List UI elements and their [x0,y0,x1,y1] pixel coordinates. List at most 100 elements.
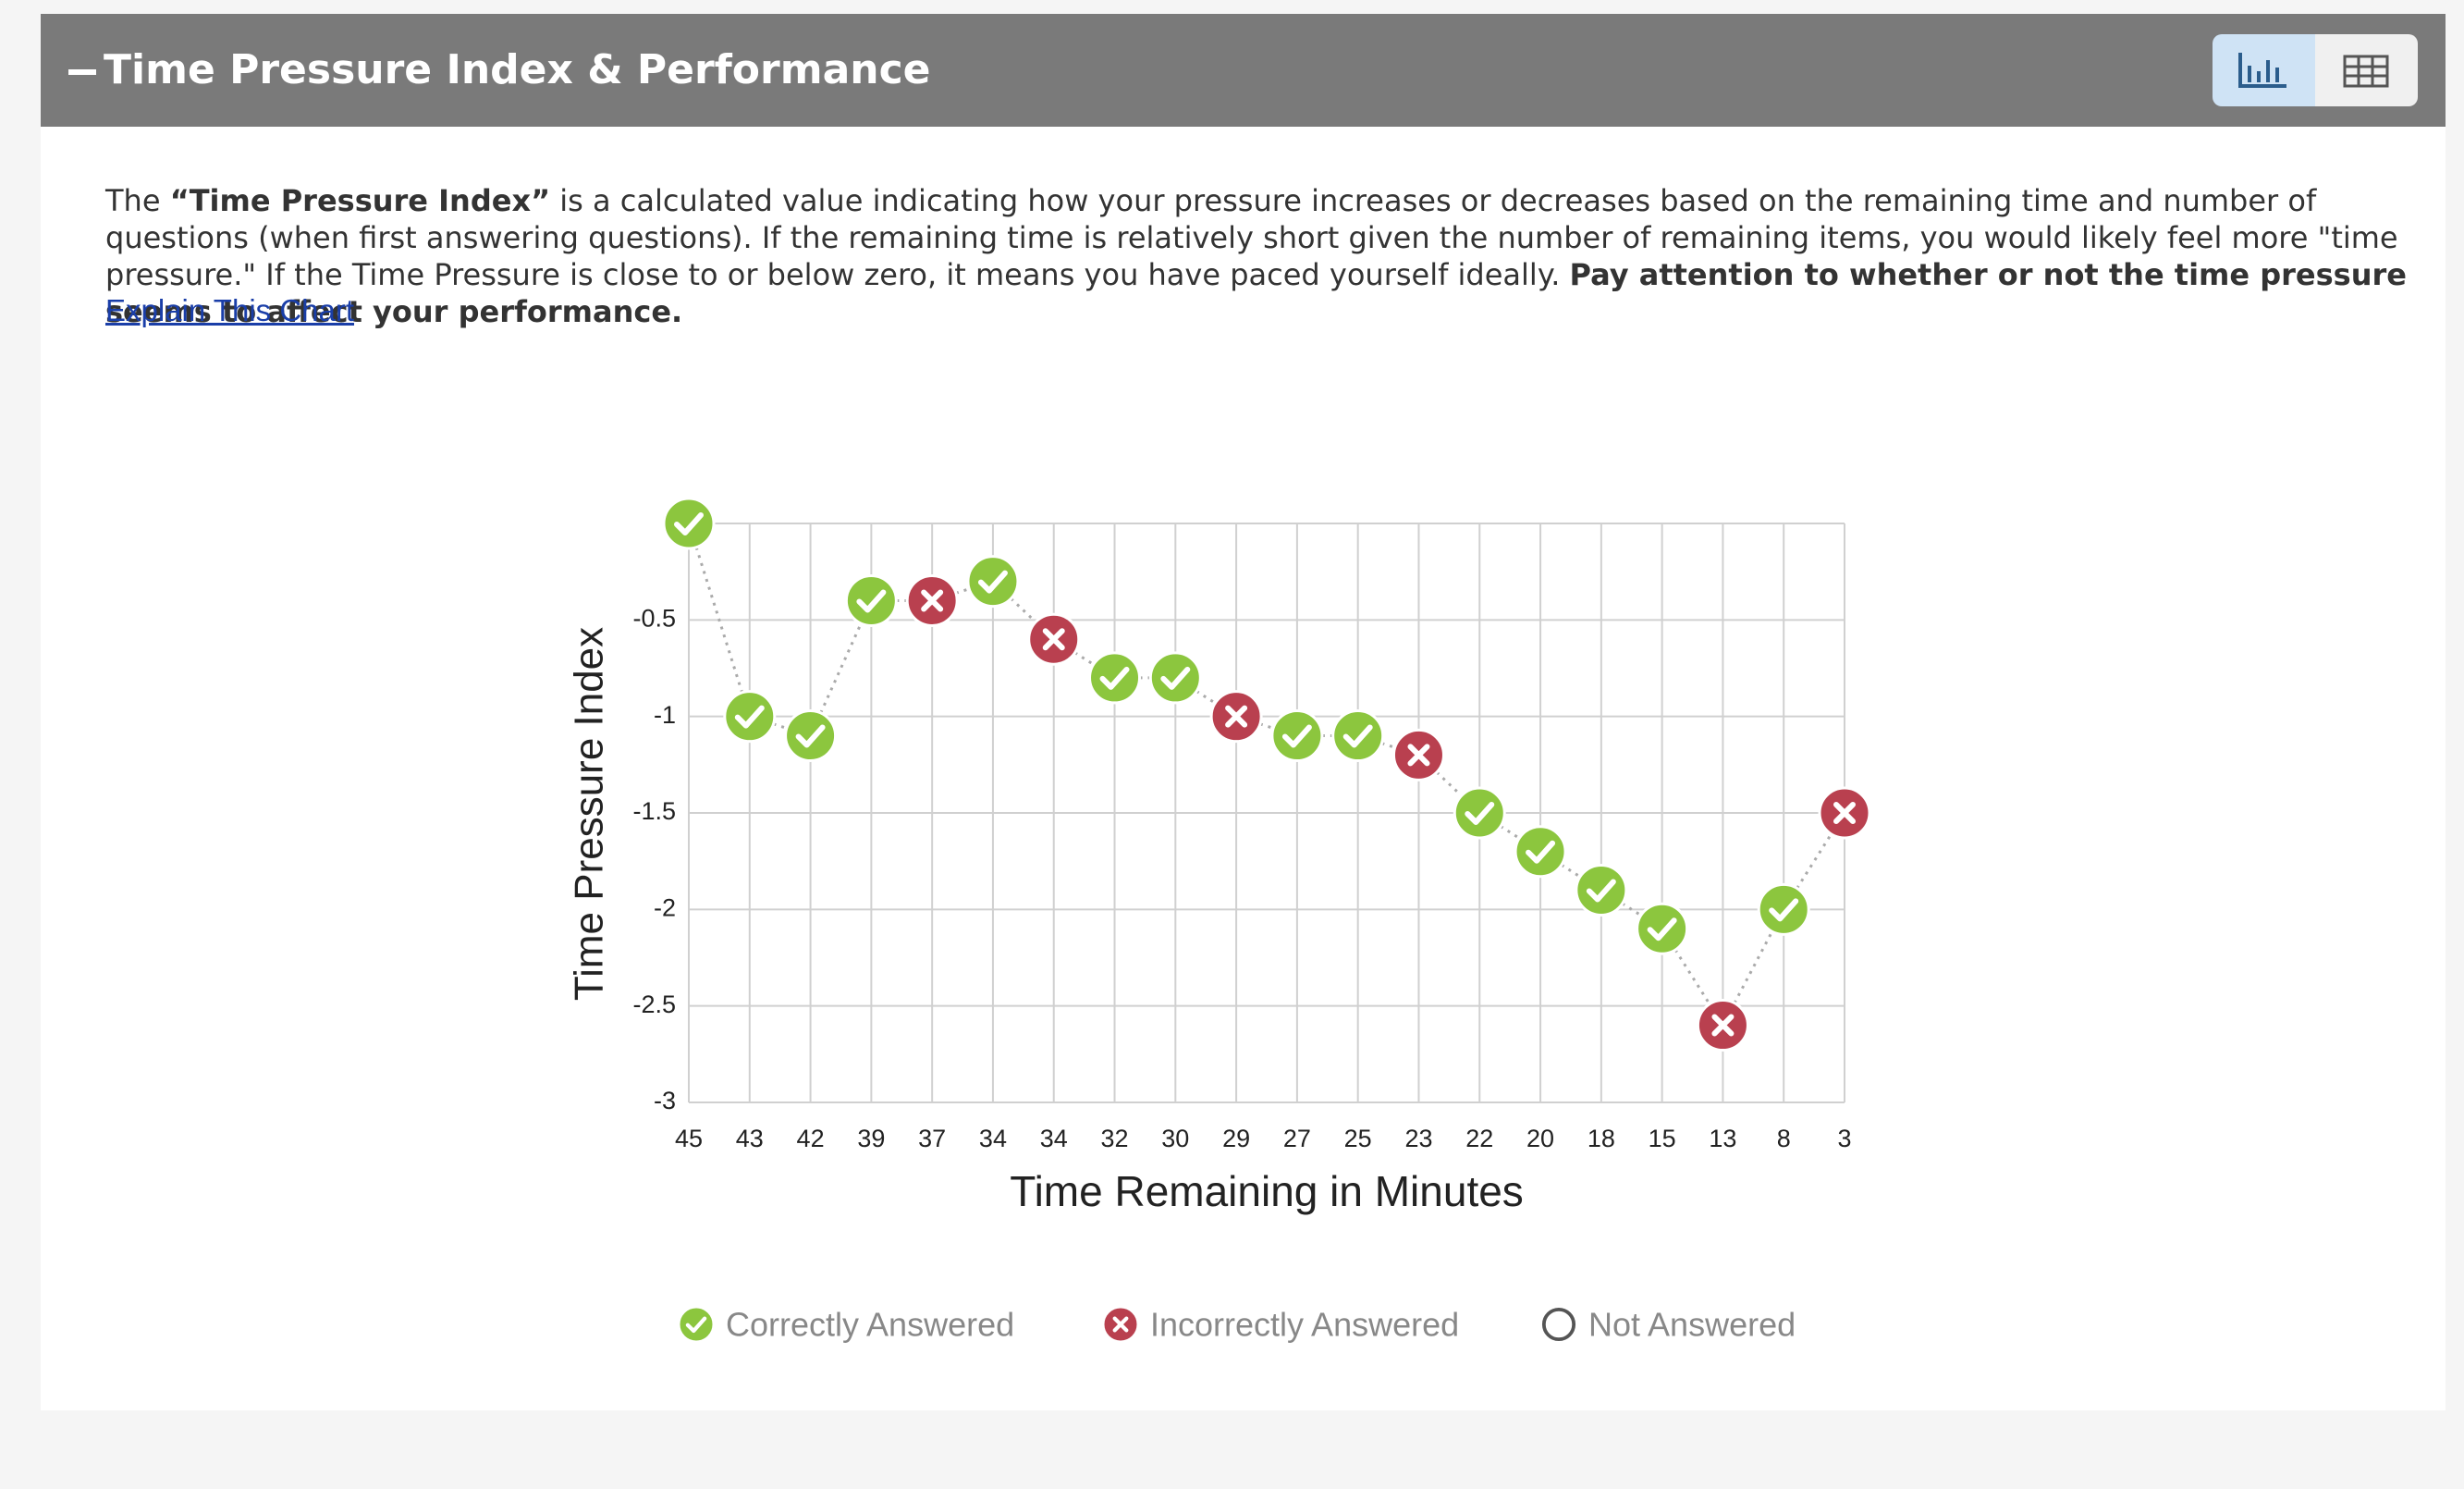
point [1453,786,1506,840]
check-icon [674,512,704,535]
point [1696,999,1749,1052]
chart-icon [2238,53,2286,88]
check-icon [1769,898,1799,922]
x-tick-label: 45 [675,1125,703,1152]
check-icon [1647,917,1677,941]
x-tick-label: 43 [736,1125,764,1152]
explain-link[interactable]: Explain This Chart [105,293,355,327]
marker-disc [1453,786,1506,840]
check-icon [685,1316,707,1334]
check-icon [795,724,826,748]
x-tick-label: 3 [1837,1125,1851,1152]
legend-item: Correctly Answered [677,1305,1014,1344]
point [1027,612,1081,666]
point [1757,882,1810,936]
emphasis: Pay attention to whether or not the time… [105,257,2407,329]
text: The [105,183,161,218]
panel-header: Time Pressure Index & Performance [41,14,2446,127]
marker-disc [1575,863,1628,917]
check-icon [1281,724,1312,748]
marker-disc [844,573,898,627]
y-tick-label: -1 [654,701,676,729]
check-icon [734,705,765,729]
cross-icon [921,589,944,612]
check-icon [1586,879,1616,903]
cross-icon [1112,1316,1129,1333]
marker-disc [1148,651,1202,705]
point [784,709,838,763]
x-tick-label: 29 [1222,1125,1250,1152]
legend-label: Incorrectly Answered [1150,1306,1459,1344]
legend-item: Not Answered [1541,1306,1796,1344]
x-tick-label: 34 [979,1125,1007,1152]
marker-disc [784,709,838,763]
point [662,497,716,550]
point [1209,690,1263,744]
point [1575,863,1628,917]
cross-icon [1042,628,1065,651]
x-tick-label: 13 [1709,1125,1736,1152]
x-tick-label: 25 [1344,1125,1372,1152]
y-tick-label: -0.5 [632,604,676,632]
connector [687,523,752,718]
table-icon [2343,55,2389,88]
marker-disc [662,497,716,550]
marker-ring [1541,1307,1576,1342]
check-icon [856,589,887,613]
marker-disc [966,555,1020,609]
point [844,573,898,627]
x-tick-label: 18 [1588,1125,1615,1152]
connector [1417,754,1481,815]
description: The “Time Pressure Index” is a calculate… [105,182,2408,330]
check-icon [1526,840,1556,864]
term: “Time Pressure Index” [169,183,551,218]
text: is a calculated value indicating how you… [105,183,2398,292]
marker-disc [1088,651,1142,705]
point [1270,709,1324,763]
check-icon [1465,802,1495,825]
legend-label: Correctly Answered [726,1306,1014,1344]
cross-icon [1833,802,1856,824]
y-axis-title: Time Pressure Index [567,627,612,1001]
point [1818,786,1871,840]
panel-title[interactable]: Time Pressure Index & Performance [68,14,931,127]
point [1088,651,1142,705]
point [905,573,959,627]
x-tick-label: 8 [1777,1125,1791,1152]
x-tick-label: 30 [1161,1125,1189,1152]
x-tick-label: 15 [1649,1125,1676,1152]
x-axis-title: Time Remaining in Minutes [1010,1167,1524,1215]
marker-disc [723,690,777,744]
x-tick-label: 23 [1404,1125,1432,1152]
marker-disc [1270,709,1324,763]
marker-disc [1757,882,1810,936]
panel-body: The “Time Pressure Index” is a calculate… [41,127,2446,1410]
x-tick-label: 27 [1283,1125,1311,1152]
point [1148,651,1202,705]
marker-disc [1636,902,1689,955]
y-tick-label: -3 [654,1087,676,1114]
point [966,555,1020,609]
cross-icon [1711,1014,1735,1037]
point [1331,709,1385,763]
table-view-button[interactable] [2315,34,2418,106]
point [723,690,777,744]
cross-icon [1407,744,1430,767]
connector [991,580,1055,641]
check-icon [1160,666,1191,690]
point [1391,728,1445,781]
legend-item: Incorrectly Answered [1101,1305,1459,1344]
point [1514,825,1567,879]
x-tick-label: 42 [797,1125,825,1152]
x-tick-label: 20 [1526,1125,1554,1152]
y-tick-label: -2 [654,893,676,921]
y-tick-label: -2.5 [632,991,676,1018]
cross-icon [1225,705,1248,728]
check-icon [1342,724,1373,748]
chart-view-button[interactable] [2213,34,2315,106]
x-tick-label: 39 [857,1125,885,1152]
legend-label: Not Answered [1588,1306,1796,1344]
x-tick-label: 32 [1101,1125,1129,1152]
x-tick-label: 34 [1040,1125,1068,1152]
